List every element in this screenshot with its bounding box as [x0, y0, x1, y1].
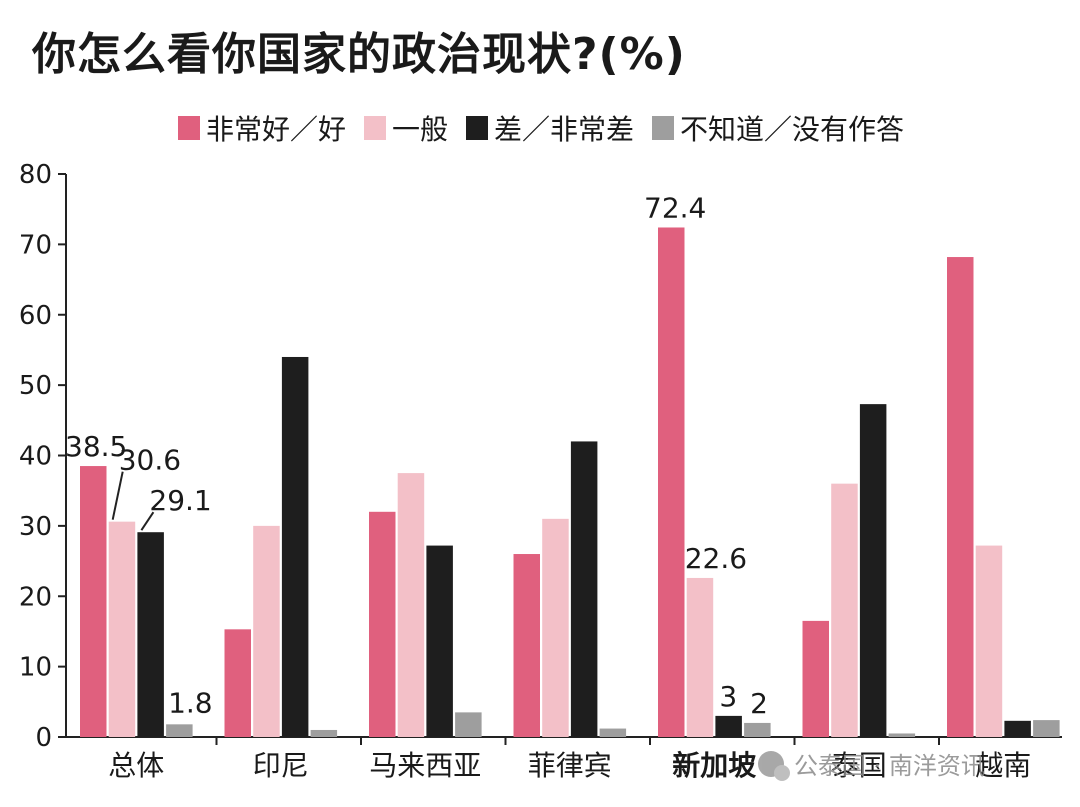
x-category-label: 越南 — [975, 749, 1031, 782]
y-tick-label: 20 — [19, 582, 52, 612]
y-tick-label: 30 — [19, 512, 52, 542]
y-tick-label: 40 — [19, 442, 52, 472]
bar — [253, 525, 280, 737]
legend-swatch-unknown — [652, 116, 675, 140]
chart-title: 你怎么看你国家的政治现状?(%) — [32, 29, 686, 80]
data-label: 29.1 — [149, 484, 211, 517]
x-category-label: 菲律宾 — [528, 749, 612, 782]
bar — [975, 545, 1003, 737]
bar — [281, 356, 309, 737]
legend-label-unknown: 不知道／没有作答 — [680, 113, 905, 146]
wechat-icon — [758, 750, 790, 781]
bar — [426, 545, 453, 737]
bar — [455, 712, 482, 737]
data-label-leader — [140, 511, 155, 531]
legend-item-bad: 差／非常差 — [466, 108, 634, 148]
bar — [224, 629, 251, 737]
legend-label-average: 一般 — [392, 113, 449, 146]
bar — [802, 620, 829, 737]
y-tick-label: 10 — [19, 653, 52, 683]
y-tick-label: 70 — [19, 230, 52, 260]
bar — [715, 715, 742, 737]
bar — [570, 441, 598, 737]
bar — [1033, 720, 1060, 737]
bar — [658, 227, 685, 738]
bar — [137, 532, 164, 737]
bar — [542, 518, 569, 737]
legend-label-good: 非常好／好 — [206, 113, 347, 146]
data-label: 38.5 — [65, 430, 127, 463]
bar — [166, 724, 193, 737]
bar — [947, 257, 974, 737]
bar — [310, 729, 338, 737]
bar — [1004, 720, 1031, 737]
bar — [888, 733, 916, 737]
bar — [513, 554, 540, 737]
legend-label-bad: 差／非常差 — [494, 113, 635, 146]
data-label: 1.8 — [168, 686, 213, 719]
legend-swatch-average — [364, 116, 387, 140]
watermark-text: 公泰国 · 南洋资讯 — [794, 752, 985, 780]
bar — [859, 404, 887, 737]
bar — [397, 473, 425, 737]
y-tick-label: 0 — [35, 723, 52, 753]
legend-swatch-bad — [466, 116, 489, 140]
data-label: 3 — [719, 680, 737, 713]
bar — [599, 728, 627, 737]
data-label: 2 — [750, 687, 768, 720]
data-label: 22.6 — [685, 542, 747, 575]
legend: 非常好／好 一般 差／非常差 不知道／没有作答 — [178, 108, 922, 148]
bar — [744, 722, 771, 737]
bar — [831, 483, 858, 737]
watermark: 公泰国 · 南洋资讯 — [758, 746, 985, 781]
y-tick-label: 80 — [19, 160, 52, 190]
legend-item-unknown: 不知道／没有作答 — [652, 108, 904, 148]
data-label-leader — [111, 471, 124, 520]
bar — [80, 466, 107, 737]
bar — [686, 577, 714, 737]
x-category-label: 新加坡 — [672, 749, 756, 782]
legend-item-average: 一般 — [364, 108, 448, 148]
x-category-label: 泰国 — [831, 749, 887, 782]
y-tick-label: 60 — [19, 301, 52, 331]
y-tick-label: 50 — [19, 371, 52, 401]
x-category-label: 印尼 — [253, 749, 309, 782]
bar — [108, 521, 136, 737]
x-category-label: 总体 — [108, 749, 164, 782]
legend-swatch-good — [178, 116, 200, 140]
data-label: 72.4 — [644, 191, 706, 224]
legend-item-good: 非常好／好 — [178, 108, 346, 148]
x-category-label: 马来西亚 — [369, 749, 481, 782]
data-label: 30.6 — [119, 444, 181, 477]
bar — [369, 511, 396, 737]
